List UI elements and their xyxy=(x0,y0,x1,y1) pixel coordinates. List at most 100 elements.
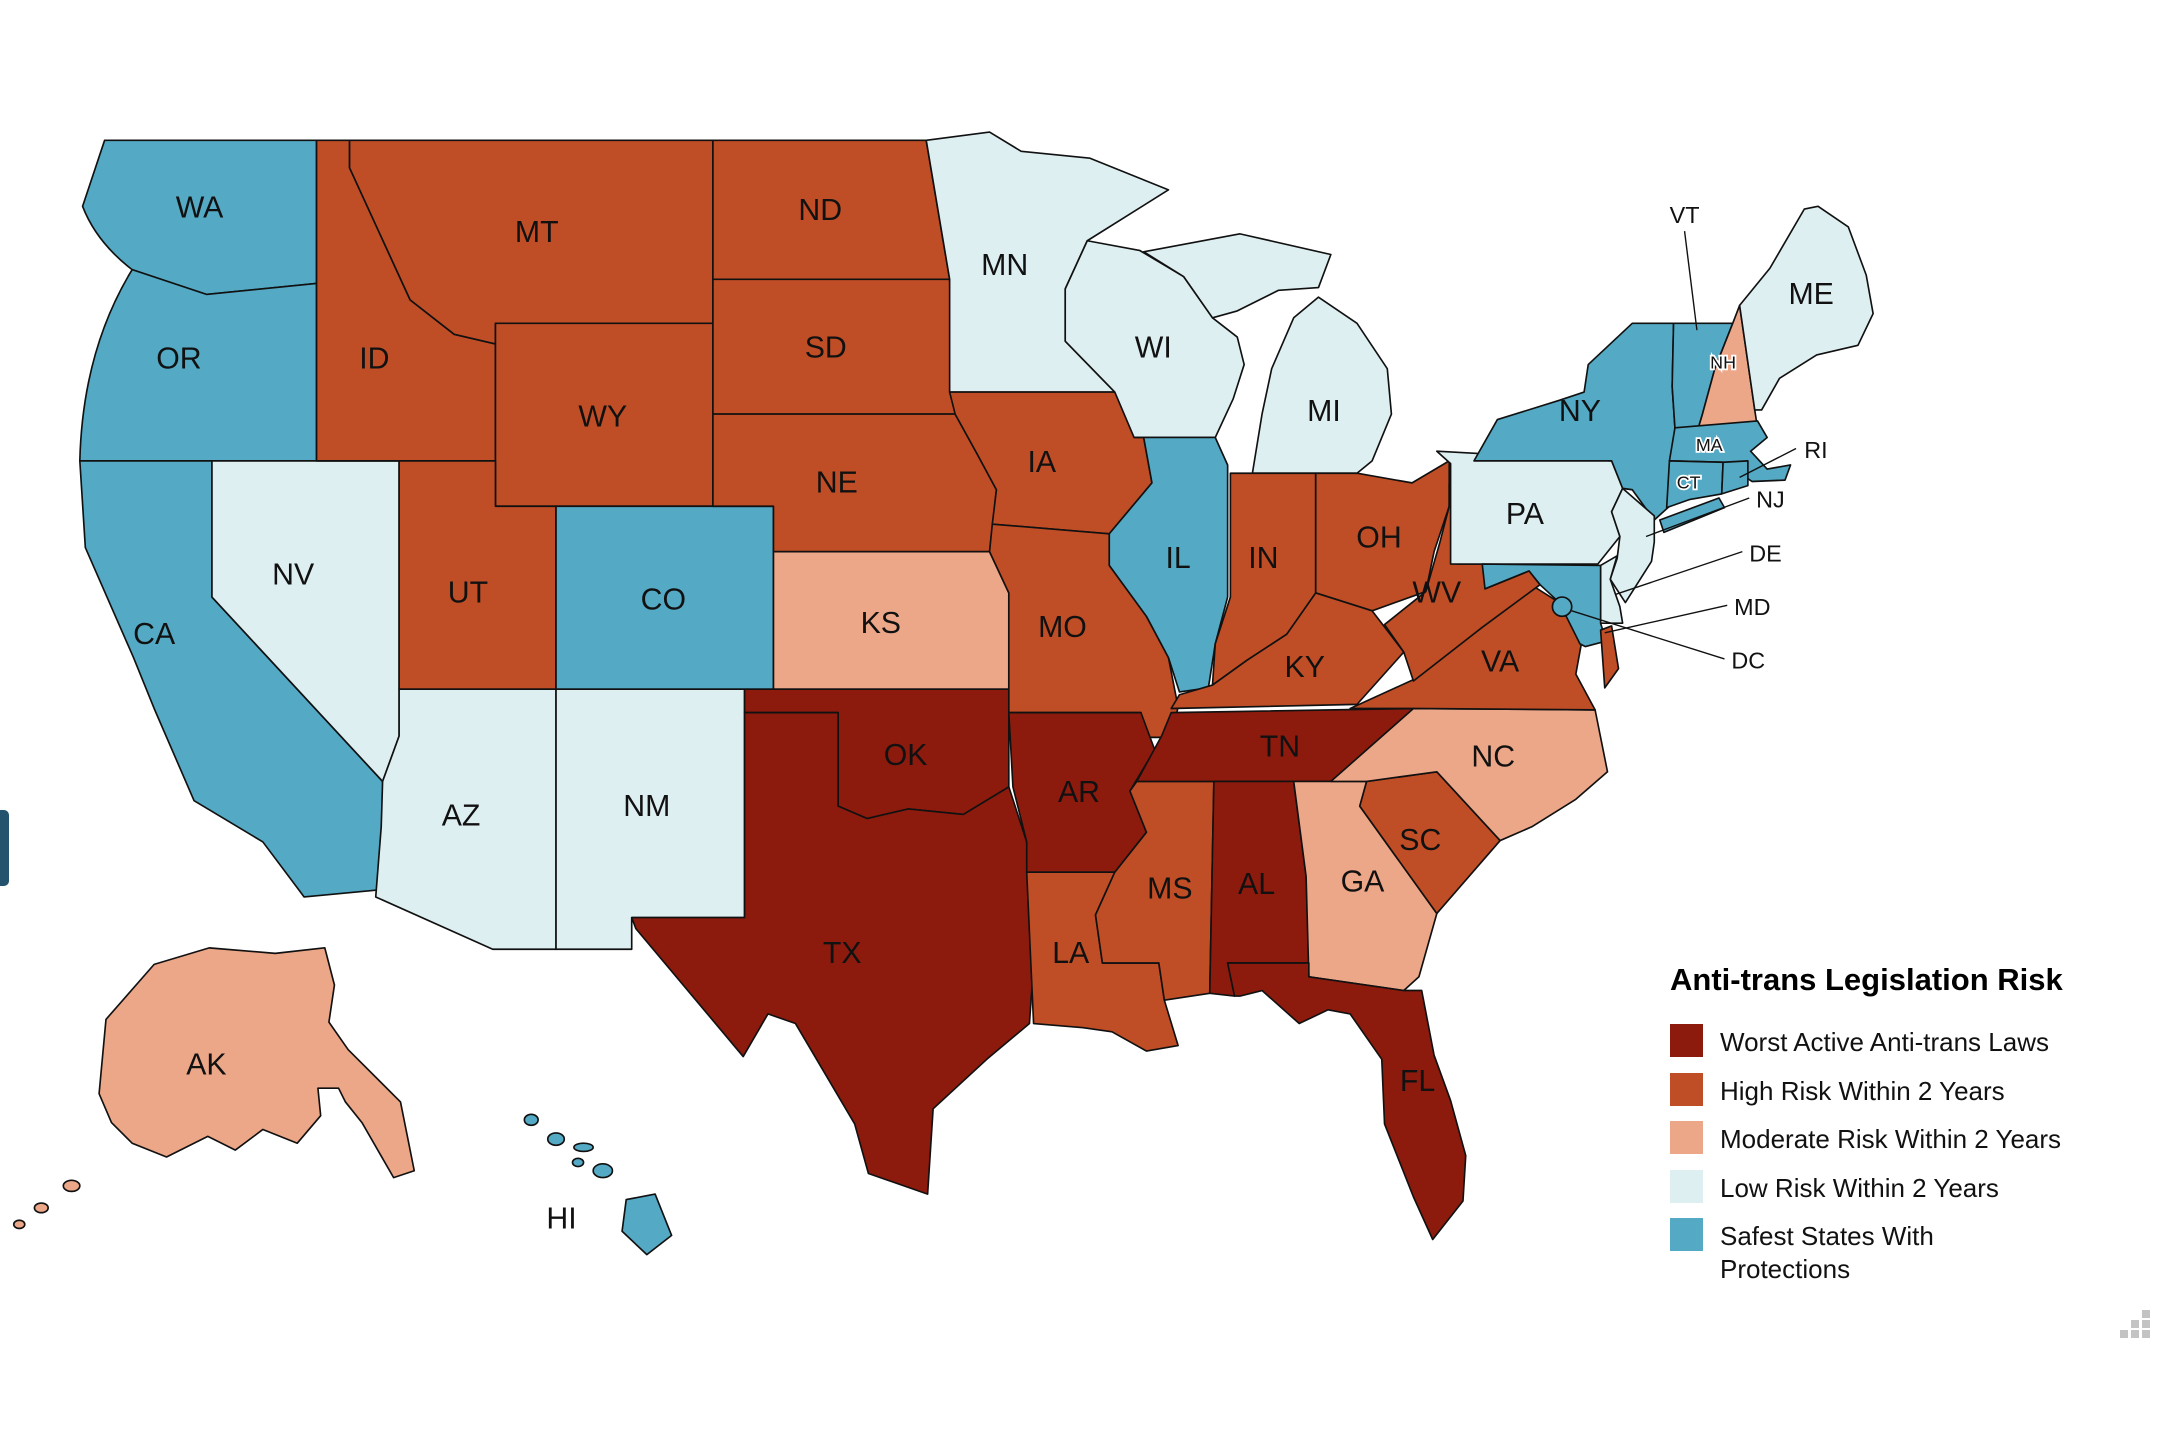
left-edge-cropped-element xyxy=(0,810,9,886)
state-label-ky: KY xyxy=(1285,651,1325,684)
state-hi-molokai[interactable] xyxy=(573,1142,595,1153)
legend: Anti-trans Legislation Risk Worst Active… xyxy=(1670,962,2150,1299)
state-label-in: IN xyxy=(1248,542,1278,575)
state-label-nc: NC xyxy=(1471,740,1515,773)
state-label-nm: NM xyxy=(623,790,670,823)
state-label-or: OR xyxy=(156,343,201,376)
leader-line-vt xyxy=(1683,231,1698,331)
legend-title: Anti-trans Legislation Risk xyxy=(1670,962,2063,997)
state-ct[interactable] xyxy=(1665,460,1724,509)
state-label-va: VA xyxy=(1481,645,1520,678)
state-label-wy: WY xyxy=(578,400,627,433)
state-label-hi: HI xyxy=(546,1203,576,1236)
legend-swatch-safest xyxy=(1670,1218,1703,1251)
legend-item-high: High Risk Within 2 Years xyxy=(1670,1072,2150,1108)
state-label-mn: MN xyxy=(981,249,1028,282)
state-mi-upper[interactable] xyxy=(1142,233,1332,319)
state-label-tn: TN xyxy=(1260,731,1300,764)
state-mi-lower[interactable] xyxy=(1251,296,1393,475)
state-label-sd: SD xyxy=(805,332,847,365)
state-label-wa: WA xyxy=(176,191,224,224)
state-label-vt: VT xyxy=(1670,202,1700,228)
state-label-md: MD xyxy=(1734,594,1770,620)
state-nj[interactable] xyxy=(1609,487,1656,604)
legend-item-safest: Safest States With Protections xyxy=(1670,1218,2150,1285)
state-hi-oahu[interactable] xyxy=(546,1132,566,1147)
leader-line-ri xyxy=(1739,447,1797,478)
state-label-wi: WI xyxy=(1135,332,1172,365)
legend-swatch-low xyxy=(1670,1169,1703,1203)
state-label-mt: MT xyxy=(515,216,559,249)
legend-item-moderate: Moderate Risk Within 2 Years xyxy=(1670,1121,2150,1156)
state-label-ia: IA xyxy=(1028,446,1057,479)
legend-swatch-worst xyxy=(1670,1024,1703,1057)
state-label-ct: CT xyxy=(1677,472,1701,492)
legend-label-safest: Safest States With Protections xyxy=(1720,1221,1934,1284)
state-ak-island-1[interactable] xyxy=(62,1179,81,1193)
state-label-dc: DC xyxy=(1731,648,1765,674)
state-label-il: IL xyxy=(1165,542,1190,575)
state-label-nv: NV xyxy=(272,559,315,592)
state-hi-big-island[interactable] xyxy=(621,1193,673,1256)
watermark-grid-icon xyxy=(2120,1310,2152,1338)
state-label-ny: NY xyxy=(1559,395,1601,428)
leader-line-de xyxy=(1615,551,1743,595)
legend-label-worst: Worst Active Anti-trans Laws xyxy=(1720,1027,2049,1057)
legend-item-worst: Worst Active Anti-trans Laws xyxy=(1670,1024,2150,1059)
state-label-tx: TX xyxy=(823,937,862,970)
state-label-sc: SC xyxy=(1399,824,1441,857)
state-hi-kauai[interactable] xyxy=(523,1113,539,1127)
legend-item-low: Low Risk Within 2 Years xyxy=(1670,1169,2150,1205)
state-label-ut: UT xyxy=(448,577,488,610)
legend-swatch-moderate xyxy=(1670,1121,1703,1154)
state-ky[interactable] xyxy=(1170,592,1405,710)
state-label-nj: NJ xyxy=(1756,487,1785,513)
state-label-az: AZ xyxy=(442,799,481,832)
state-label-me: ME xyxy=(1788,278,1833,311)
state-label-nd: ND xyxy=(798,194,842,227)
state-label-ca: CA xyxy=(133,618,176,651)
state-dc-dot[interactable] xyxy=(1551,596,1573,618)
legend-swatch-high xyxy=(1670,1072,1703,1106)
state-me[interactable] xyxy=(1738,205,1874,411)
state-label-co: CO xyxy=(641,583,686,616)
state-ak[interactable] xyxy=(98,947,416,1179)
state-labels-layer: WA OR CA NV ID MT WY UT CO AZ NM ND SD N… xyxy=(133,191,1834,1235)
state-hi-maui[interactable] xyxy=(592,1163,614,1179)
legend-label-low: Low Risk Within 2 Years xyxy=(1720,1172,1999,1203)
state-label-al: AL xyxy=(1238,868,1275,901)
leader-line-dc xyxy=(1571,610,1725,660)
state-fl[interactable] xyxy=(1226,962,1467,1241)
state-label-wv: WV xyxy=(1412,577,1462,610)
state-label-ma: MA xyxy=(1696,435,1723,455)
external-labels-layer: VT RI NJ DE MD DC xyxy=(1571,202,1828,674)
leader-line-nj xyxy=(1645,497,1750,538)
state-label-ga: GA xyxy=(1341,865,1386,898)
legend-label-high: High Risk Within 2 Years xyxy=(1720,1075,2005,1106)
state-label-de: DE xyxy=(1749,540,1781,566)
state-label-ms: MS xyxy=(1147,872,1192,905)
state-label-fl: FL xyxy=(1400,1065,1435,1098)
state-label-mi: MI xyxy=(1307,395,1341,428)
state-ak-island-3[interactable] xyxy=(12,1219,26,1230)
state-ri[interactable] xyxy=(1720,460,1749,495)
state-label-la: LA xyxy=(1052,937,1090,970)
state-label-pa: PA xyxy=(1506,498,1545,531)
state-md[interactable] xyxy=(1481,563,1607,648)
state-tx[interactable] xyxy=(630,711,1035,1195)
leader-line-md xyxy=(1604,604,1728,634)
state-ak-island-2[interactable] xyxy=(33,1202,49,1214)
state-label-mo: MO xyxy=(1038,611,1087,644)
state-label-ks: KS xyxy=(861,607,901,640)
state-il[interactable] xyxy=(1108,436,1229,693)
state-label-oh: OH xyxy=(1356,522,1401,555)
state-label-ne: NE xyxy=(816,467,858,500)
state-label-ak: AK xyxy=(186,1048,226,1081)
state-label-ri: RI xyxy=(1804,437,1827,463)
states-layer xyxy=(12,131,1874,1256)
state-va-eastern-shore[interactable] xyxy=(1599,625,1620,689)
state-label-id: ID xyxy=(359,343,389,376)
state-hi-lanai[interactable] xyxy=(571,1157,585,1168)
state-label-ok: OK xyxy=(884,739,928,772)
